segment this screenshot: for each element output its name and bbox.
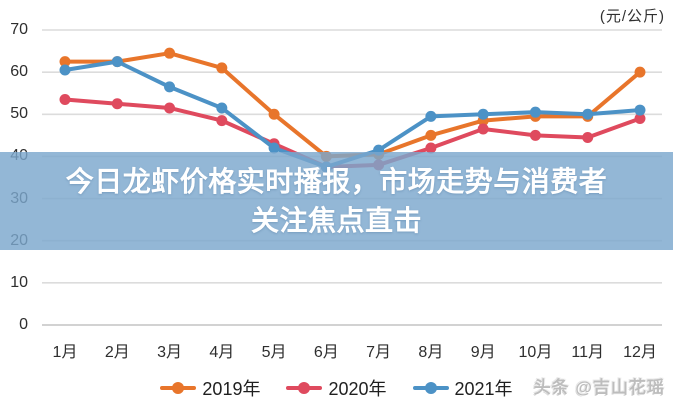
x-axis-tick-5: 5月 bbox=[261, 344, 287, 361]
legend-marker-2019-icon bbox=[160, 382, 197, 394]
x-axis-tick-7: 7月 bbox=[366, 344, 392, 361]
x-axis-tick-12: 12月 bbox=[623, 344, 657, 361]
legend-item-2019: 2019年 bbox=[160, 375, 260, 400]
legend-item-2021: 2021年 bbox=[412, 375, 513, 400]
legend-label-2020: 2020年 bbox=[328, 379, 387, 399]
legend-marker-2021-icon bbox=[412, 382, 449, 394]
watermark: 头条 @吉山花瑶 bbox=[533, 378, 665, 397]
chart-legend: 2019年 2020年 2021年 bbox=[0, 375, 673, 400]
legend-label-2021: 2021年 bbox=[454, 379, 513, 399]
legend-marker-2020-icon bbox=[286, 382, 323, 394]
legend-label-2019: 2019年 bbox=[202, 379, 261, 399]
y-axis-tick-10: 10 bbox=[10, 273, 28, 291]
legend-item-2020: 2020年 bbox=[286, 375, 387, 400]
x-axis-tick-4: 4月 bbox=[209, 344, 235, 361]
y-axis-tick-60: 60 bbox=[10, 63, 28, 81]
x-axis-tick-2: 2月 bbox=[104, 344, 130, 361]
x-axis-tick-1: 1月 bbox=[52, 344, 78, 361]
x-axis-tick-10: 10月 bbox=[518, 344, 553, 361]
banner-title-line1: 今日龙虾价格实时播报，市场走势与消费者 bbox=[65, 166, 608, 197]
y-axis-tick-0: 0 bbox=[19, 316, 28, 333]
y-axis-tick-50: 50 bbox=[10, 105, 28, 123]
y-axis-unit-label: (元/公斤) bbox=[599, 8, 665, 25]
x-axis-tick-6: 6月 bbox=[313, 344, 339, 361]
x-axis-tick-9: 9月 bbox=[470, 344, 496, 361]
y-axis-tick-70: 70 bbox=[10, 21, 28, 38]
x-axis-tick-8: 8月 bbox=[418, 344, 444, 361]
headline-banner: 今日龙虾价格实时播报，市场走势与消费者 关注焦点直击 bbox=[0, 152, 673, 250]
x-axis-tick-3: 3月 bbox=[157, 344, 182, 361]
x-axis-tick-11: 11月 bbox=[571, 344, 604, 361]
banner-title-line2: 关注焦点直击 bbox=[250, 205, 422, 236]
